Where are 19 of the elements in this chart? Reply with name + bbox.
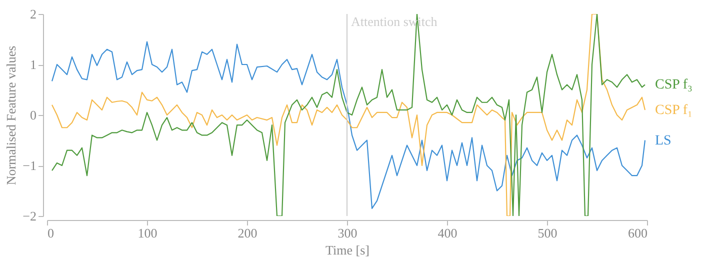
series-label: LS xyxy=(655,133,672,148)
series-label: CSP f₃ xyxy=(655,78,693,93)
y-tick-label: 0 xyxy=(30,108,36,122)
y-tick-label: 1 xyxy=(30,57,36,72)
y-axis-title: Normalised Feature values xyxy=(4,46,19,186)
line-series xyxy=(51,41,646,209)
x-tick-label: 400 xyxy=(438,226,458,240)
line-series xyxy=(51,14,646,216)
x-tick-label: 100 xyxy=(138,226,158,240)
y-tick-label: −2 xyxy=(22,208,36,224)
x-tick-label: 200 xyxy=(238,226,258,240)
x-tick-label: 300 xyxy=(338,226,358,240)
y-tick-label: −1 xyxy=(22,158,36,173)
x-tick-label: 500 xyxy=(538,226,558,240)
y-tick-label: 2 xyxy=(30,6,36,22)
x-axis-title: Time [s] xyxy=(326,242,370,258)
x-tick-label: 0 xyxy=(48,226,54,240)
x-tick-label: 600 xyxy=(628,226,648,240)
series-label: CSP f₁ xyxy=(655,102,692,118)
